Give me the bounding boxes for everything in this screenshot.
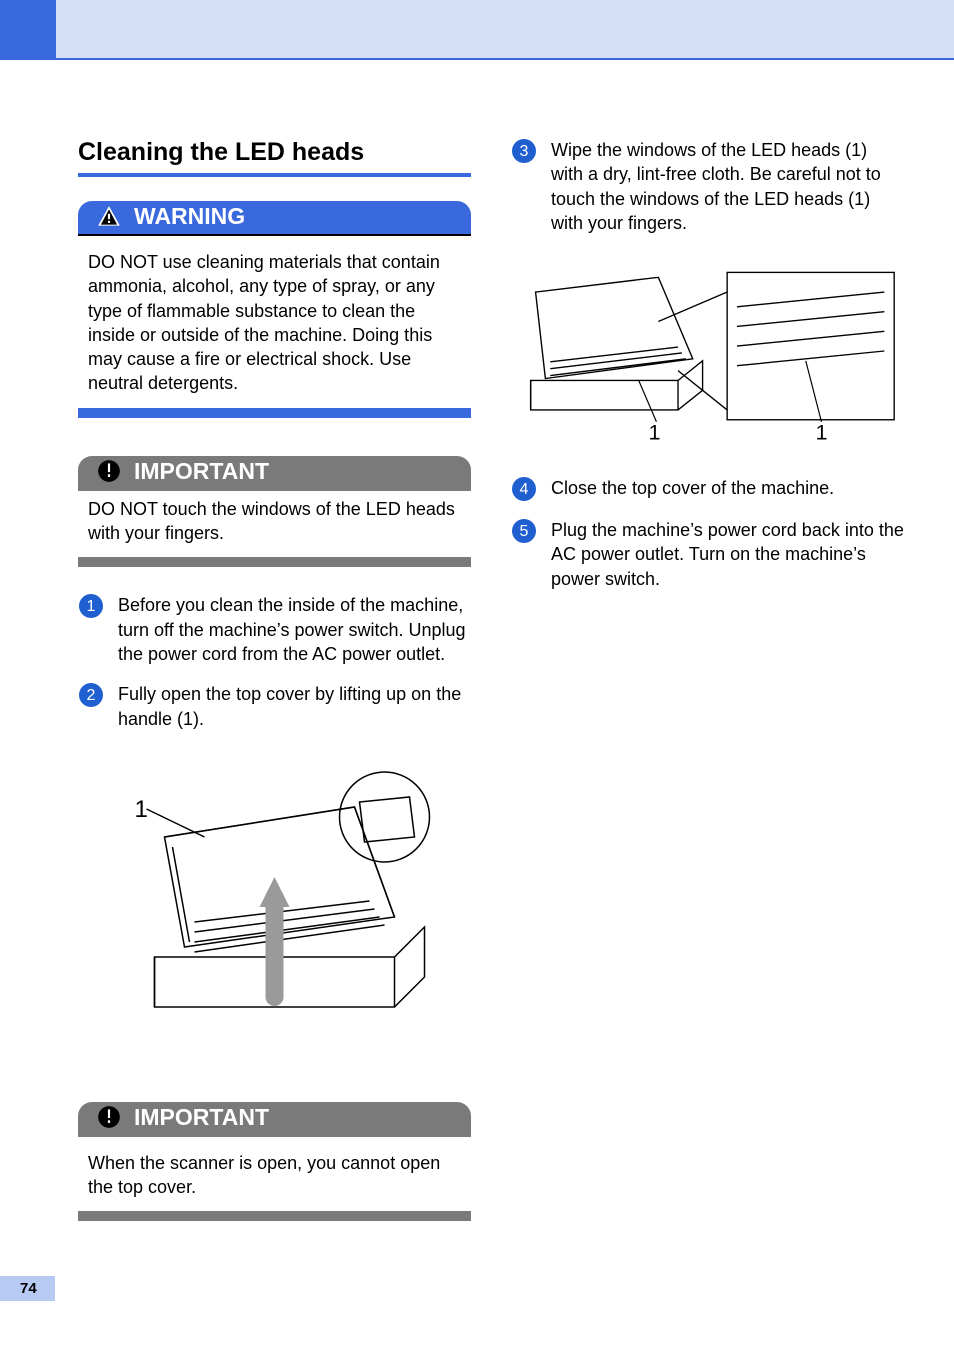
page-number: 74 bbox=[0, 1276, 55, 1301]
section-title-block: Cleaning the LED heads bbox=[78, 138, 471, 177]
important-exclaim-icon-2 bbox=[96, 1104, 122, 1130]
figure-1-callout-label: 1 bbox=[135, 796, 148, 823]
important1-head: IMPORTANT bbox=[78, 456, 471, 489]
step-1-text: Before you clean the inside of the machi… bbox=[118, 593, 471, 666]
warning-head: WARNING bbox=[78, 201, 471, 234]
step-3: 3 Wipe the windows of the LED heads (1) … bbox=[511, 138, 904, 235]
step-badge-3-icon: 3 bbox=[511, 138, 537, 164]
right-column: 3 Wipe the windows of the LED heads (1) … bbox=[511, 138, 904, 1261]
spacer bbox=[78, 418, 471, 456]
step-badge-1-icon: 1 bbox=[78, 593, 104, 619]
step-badge-2-num: 2 bbox=[87, 687, 96, 704]
left-spine bbox=[0, 60, 56, 1351]
figure-2-callout-right: 1 bbox=[816, 420, 828, 445]
step-badge-5-icon: 5 bbox=[511, 518, 537, 544]
important2-body: When the scanner is open, you cannot ope… bbox=[78, 1135, 471, 1214]
step-badge-5-num: 5 bbox=[520, 523, 529, 540]
figure-2-callout-left: 1 bbox=[649, 420, 661, 445]
important1-title: IMPORTANT bbox=[134, 458, 269, 485]
step-badge-3-num: 3 bbox=[520, 143, 529, 160]
step-5-text: Plug the machine’s power cord back into … bbox=[551, 518, 904, 591]
figure-2-svg: 1 1 bbox=[511, 251, 904, 451]
step-4-text: Close the top cover of the machine. bbox=[551, 476, 834, 502]
section-title-rule bbox=[78, 173, 471, 177]
step-3-text: Wipe the windows of the LED heads (1) wi… bbox=[551, 138, 904, 235]
important2-title: IMPORTANT bbox=[134, 1104, 269, 1131]
step-badge-1-num: 1 bbox=[87, 598, 96, 615]
step-2: 2 Fully open the top cover by lifting up… bbox=[78, 682, 471, 731]
section-title: Cleaning the LED heads bbox=[78, 138, 471, 167]
figure-1-svg: 1 bbox=[78, 747, 471, 1077]
important-callout-1: IMPORTANT DO NOT touch the windows of th… bbox=[78, 456, 471, 568]
content-columns: Cleaning the LED heads WARNING DO NOT us… bbox=[78, 138, 904, 1261]
step-badge-4-icon: 4 bbox=[511, 476, 537, 502]
step-2-text: Fully open the top cover by lifting up o… bbox=[118, 682, 471, 731]
step-badge-2-icon: 2 bbox=[78, 682, 104, 708]
important-callout-2: IMPORTANT When the scanner is open, you … bbox=[78, 1102, 471, 1222]
figure-1: 1 bbox=[78, 747, 471, 1082]
warning-body: DO NOT use cleaning materials that conta… bbox=[78, 234, 471, 410]
header-rule bbox=[56, 58, 954, 60]
left-column: Cleaning the LED heads WARNING DO NOT us… bbox=[78, 138, 471, 1261]
step-badge-4-num: 4 bbox=[520, 481, 529, 498]
important2-head: IMPORTANT bbox=[78, 1102, 471, 1135]
important2-tail bbox=[78, 1211, 471, 1221]
important-exclaim-icon bbox=[96, 458, 122, 484]
figure-2: 1 1 bbox=[511, 251, 904, 456]
header-band bbox=[0, 0, 954, 60]
page: Cleaning the LED heads WARNING DO NOT us… bbox=[0, 0, 954, 1351]
header-blue-tab bbox=[0, 0, 56, 60]
warning-tail bbox=[78, 408, 471, 418]
step-1: 1 Before you clean the inside of the mac… bbox=[78, 593, 471, 666]
important1-body: DO NOT touch the windows of the LED head… bbox=[78, 489, 471, 560]
page-number-strip: 74 bbox=[0, 1276, 55, 1301]
important1-tail bbox=[78, 557, 471, 567]
step-5: 5 Plug the machine’s power cord back int… bbox=[511, 518, 904, 591]
warning-callout: WARNING DO NOT use cleaning materials th… bbox=[78, 201, 471, 418]
warning-title: WARNING bbox=[134, 203, 245, 230]
step-4: 4 Close the top cover of the machine. bbox=[511, 476, 904, 502]
warning-triangle-icon bbox=[96, 204, 122, 230]
